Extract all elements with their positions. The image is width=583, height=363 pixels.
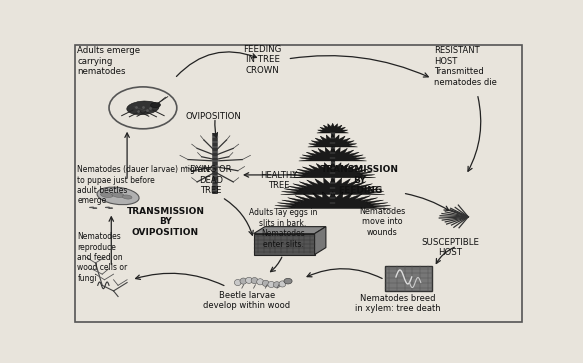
- Polygon shape: [299, 147, 367, 161]
- Ellipse shape: [127, 101, 159, 115]
- Text: Nematodes breed
in xylem: tree death: Nematodes breed in xylem: tree death: [356, 294, 441, 313]
- Ellipse shape: [150, 102, 160, 107]
- Ellipse shape: [240, 278, 247, 284]
- Text: RESISTANT
HOST
Transmitted
nematodes die: RESISTANT HOST Transmitted nematodes die: [434, 46, 497, 86]
- Ellipse shape: [257, 279, 264, 285]
- Text: Nematodes (dauer larvae) migrate
to pupae just before
adult beetles
emerge: Nematodes (dauer larvae) migrate to pupa…: [78, 165, 211, 205]
- FancyBboxPatch shape: [75, 45, 522, 322]
- Text: Nematodes
move into
wounds: Nematodes move into wounds: [359, 207, 406, 237]
- Text: Nematodes
reproduce
and feed on
wood cells or
fungi: Nematodes reproduce and feed on wood cel…: [78, 232, 128, 283]
- Text: OVIPOSITION: OVIPOSITION: [185, 112, 241, 121]
- Text: SUSCEPTIBLE
HOST: SUSCEPTIBLE HOST: [421, 238, 479, 257]
- Text: Adults emerge
carrying
nematodes: Adults emerge carrying nematodes: [78, 46, 141, 76]
- Ellipse shape: [234, 280, 241, 286]
- Ellipse shape: [97, 187, 139, 205]
- Polygon shape: [317, 123, 349, 133]
- Text: HEALTHY
TREE: HEALTHY TREE: [260, 171, 297, 190]
- Polygon shape: [254, 234, 315, 254]
- Text: DYING OR
DEAD
TREE: DYING OR DEAD TREE: [190, 165, 231, 195]
- Ellipse shape: [279, 281, 286, 287]
- Polygon shape: [254, 227, 326, 234]
- Text: TRANSMISSION
BY
OVIPOSITION: TRANSMISSION BY OVIPOSITION: [127, 207, 205, 237]
- Ellipse shape: [251, 278, 258, 284]
- Ellipse shape: [245, 277, 252, 284]
- Polygon shape: [315, 227, 326, 254]
- Polygon shape: [274, 192, 391, 208]
- Ellipse shape: [268, 281, 275, 287]
- FancyBboxPatch shape: [385, 266, 432, 291]
- Ellipse shape: [273, 282, 280, 288]
- Text: FEEDING
IN TREE
CROWN: FEEDING IN TREE CROWN: [244, 45, 282, 75]
- Ellipse shape: [284, 278, 292, 284]
- Text: Beetle larvae
develop within wood: Beetle larvae develop within wood: [203, 291, 290, 310]
- Polygon shape: [281, 178, 385, 195]
- Text: TRANSMISSION
BY
FEEDING: TRANSMISSION BY FEEDING: [321, 165, 399, 195]
- Ellipse shape: [101, 193, 113, 197]
- Polygon shape: [290, 162, 375, 178]
- Ellipse shape: [262, 280, 269, 286]
- Text: Adults lay eggs in
slits in bark.
Nematodes
enter slits.: Adults lay eggs in slits in bark. Nemato…: [249, 208, 317, 249]
- Ellipse shape: [122, 195, 132, 199]
- Polygon shape: [308, 134, 357, 147]
- Ellipse shape: [112, 193, 124, 197]
